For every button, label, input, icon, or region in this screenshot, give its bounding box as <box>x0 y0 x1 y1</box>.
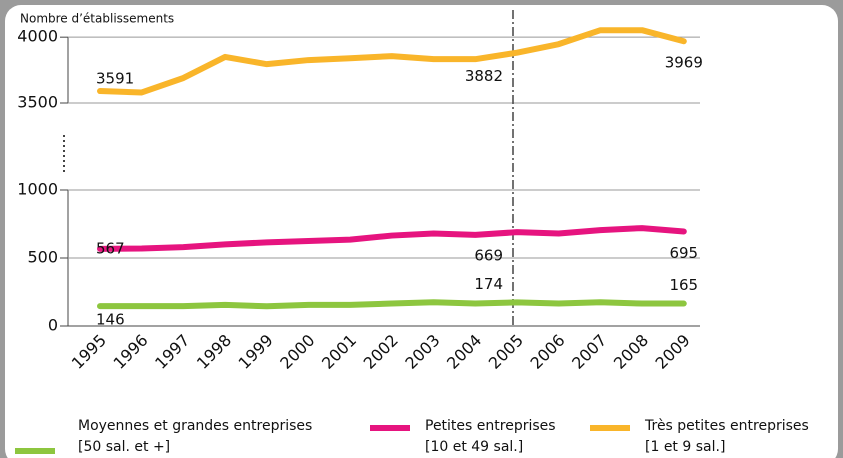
series-line <box>97 27 687 96</box>
series-line <box>97 225 687 252</box>
y-tick-label: 500 <box>27 248 58 267</box>
data-label: 567 <box>96 239 125 257</box>
legend-note: [10 et 49 sal.] <box>425 439 523 455</box>
legend-note: [1 et 9 sal.] <box>645 439 725 455</box>
legend-label: Très petites entreprises <box>644 418 809 434</box>
y-tick-label: 3500 <box>17 93 58 112</box>
series-line <box>97 299 687 310</box>
y-tick-label: 1000 <box>17 180 58 199</box>
legend-label: Petites entreprises <box>425 418 556 434</box>
data-label: 3969 <box>665 54 703 72</box>
data-label: 165 <box>669 276 698 294</box>
data-label: 3882 <box>465 67 503 85</box>
data-label: 669 <box>474 247 503 265</box>
data-label: 695 <box>669 244 698 262</box>
data-label: 174 <box>474 275 503 293</box>
legend-note: [50 sal. et +] <box>78 439 170 455</box>
y-axis-label: Nombre d’établissements <box>20 12 174 26</box>
y-tick-label: 4000 <box>17 27 58 46</box>
data-label: 146 <box>96 311 125 329</box>
y-tick-label: 0 <box>48 316 58 335</box>
legend-label: Moyennes et grandes entreprises <box>78 418 312 434</box>
data-label: 3591 <box>96 70 134 88</box>
